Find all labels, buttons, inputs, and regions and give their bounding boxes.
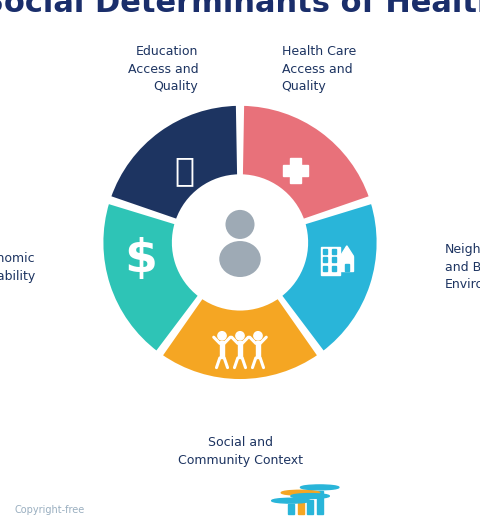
Bar	[340, 256, 353, 271]
Text: 🎓: 🎓	[175, 154, 195, 187]
Text: $: $	[124, 237, 157, 281]
Bar	[323, 249, 327, 253]
Bar	[323, 257, 327, 262]
Bar	[289, 158, 301, 183]
Circle shape	[226, 210, 254, 239]
Circle shape	[175, 178, 305, 307]
Circle shape	[272, 498, 310, 503]
Text: Copyright-free: Copyright-free	[14, 505, 84, 515]
Circle shape	[254, 331, 262, 340]
Circle shape	[291, 494, 329, 499]
Text: Neighborhood
and Built
Environment: Neighborhood and Built Environment	[445, 243, 480, 291]
Circle shape	[300, 485, 339, 490]
Text: Health Care
Access and
Quality: Health Care Access and Quality	[281, 45, 356, 93]
Bar	[307, 500, 313, 514]
Text: Healthy People 2030: Healthy People 2030	[334, 490, 479, 503]
Wedge shape	[280, 202, 378, 353]
Bar	[283, 164, 308, 177]
Text: Education
Access and
Quality: Education Access and Quality	[128, 45, 199, 93]
Text: Economic
Stability: Economic Stability	[0, 252, 35, 282]
Bar	[288, 504, 294, 514]
Polygon shape	[340, 246, 353, 256]
Bar	[220, 340, 224, 358]
Bar	[321, 247, 340, 275]
Bar	[238, 340, 242, 358]
Circle shape	[218, 331, 226, 340]
Wedge shape	[161, 297, 319, 380]
Circle shape	[236, 331, 244, 340]
Bar	[345, 264, 349, 271]
Bar	[332, 266, 336, 271]
Wedge shape	[241, 104, 371, 221]
Wedge shape	[109, 104, 239, 221]
Text: Social and
Community Context: Social and Community Context	[178, 436, 302, 466]
Text: Social Determinants of Health: Social Determinants of Health	[14, 481, 214, 494]
Bar	[317, 491, 323, 514]
Bar	[323, 266, 327, 271]
Text: Social Determinants of Health: Social Determinants of Health	[0, 0, 480, 18]
Wedge shape	[102, 202, 200, 353]
Bar	[332, 257, 336, 262]
Ellipse shape	[219, 241, 261, 277]
Bar	[256, 340, 260, 358]
Circle shape	[281, 490, 320, 495]
Bar	[332, 249, 336, 253]
Bar	[298, 496, 304, 514]
